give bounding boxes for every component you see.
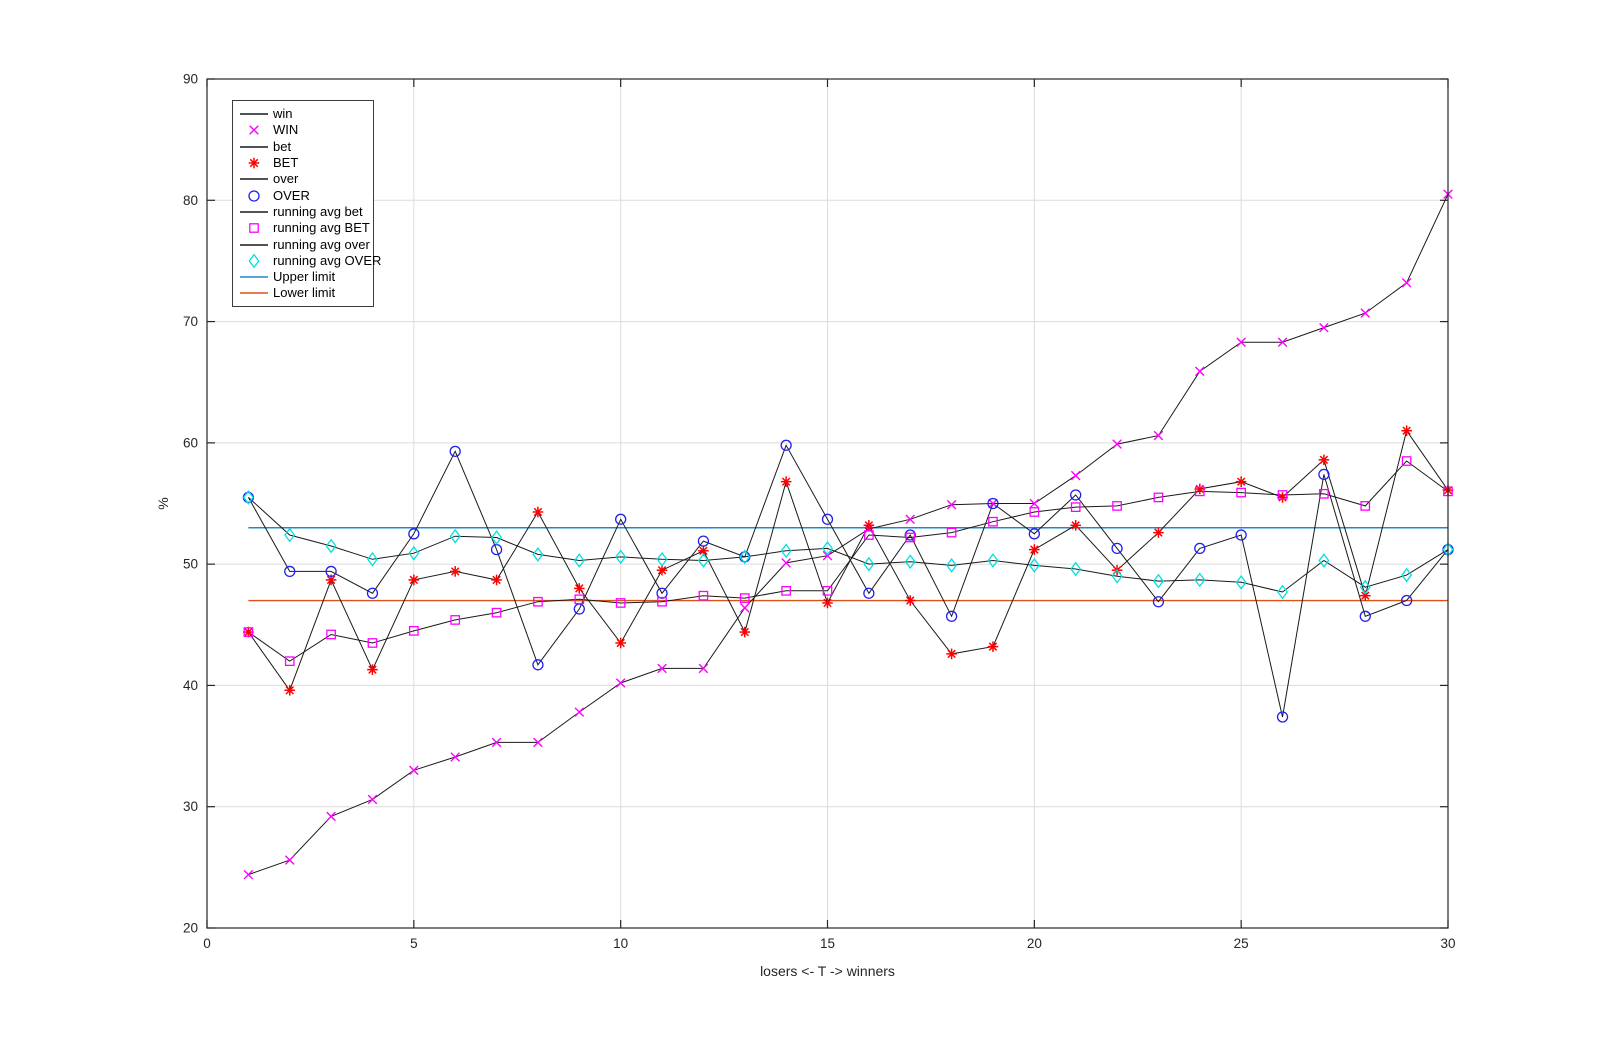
legend-label: Lower limit [273, 285, 336, 301]
x-tick-label: 30 [1440, 936, 1455, 951]
y-tick-label: 80 [183, 193, 198, 208]
legend-label: running avg bet [273, 203, 363, 219]
data-lines [247, 193, 1449, 876]
legend-label: over [273, 171, 299, 187]
legend-line-sample [240, 211, 268, 213]
legend-item-win: WIN [233, 122, 373, 138]
series-markers-running-avg-BET [243, 456, 1453, 667]
legend-item-running-avg-over: running avg OVER [233, 253, 381, 269]
x-tick-label: 5 [410, 936, 418, 951]
y-tick-label: 30 [183, 799, 198, 814]
y-axis-label: % [155, 497, 171, 509]
legend-label: running avg BET [273, 220, 370, 236]
grid [207, 79, 1448, 928]
series-line-win [248, 193, 1449, 876]
x-tick-label: 10 [613, 936, 628, 951]
legend-item-win: win [233, 106, 373, 122]
legend-label: OVER [273, 187, 310, 203]
legend-item-lower-limit: Lower limit [233, 285, 373, 301]
legend-label: bet [273, 138, 292, 154]
legend-item-bet: bet [233, 139, 373, 155]
series-line-bet [247, 429, 1449, 692]
x-tick-label: 15 [820, 936, 835, 951]
legend-marker-sample [248, 253, 260, 269]
x-tick-label: 0 [203, 936, 211, 951]
series-markers-BET [243, 425, 1454, 696]
legend-marker-sample [248, 157, 260, 169]
legend-line-sample [240, 178, 268, 181]
x-tick-label: 25 [1234, 936, 1249, 951]
legend-label: BET [273, 155, 299, 171]
legend-marker-sample [249, 223, 259, 234]
x-axis-label: losers <- T -> winners [760, 963, 895, 979]
data-markers [242, 189, 1454, 880]
legend-item-running-avg-bet: running avg bet [233, 204, 373, 220]
y-tick-label: 50 [183, 557, 198, 572]
legend-label: running avg OVER [273, 252, 382, 268]
limit-lines [248, 527, 1448, 602]
y-tick-label: 90 [183, 72, 198, 87]
legend-item-bet: BET [233, 155, 373, 171]
legend-item-running-avg-bet: running avg BET [233, 220, 373, 236]
x-tick-label: 20 [1027, 936, 1042, 951]
legend-label: Upper limit [273, 269, 336, 285]
legend-line-sample [240, 276, 268, 278]
y-tick-label: 20 [183, 921, 198, 936]
legend-item-running-avg-over: running avg over [233, 236, 373, 252]
y-tick-label: 60 [183, 435, 198, 450]
series-markers-WIN [243, 189, 1453, 880]
legend-marker-sample [248, 189, 260, 202]
legend-item-over: over [233, 171, 373, 187]
legend-line-sample [240, 146, 268, 148]
legend-label: WIN [273, 122, 299, 138]
legend-line-sample [240, 243, 268, 246]
y-tick-label: 70 [183, 314, 198, 329]
legend-label: win [273, 106, 293, 122]
legend-item-over: OVER [233, 187, 373, 203]
legend-item-upper-limit: Upper limit [233, 269, 373, 285]
axes-box [206, 78, 1449, 929]
series-markers-running-avg-OVER [242, 490, 1454, 600]
legend-label: running avg over [273, 236, 370, 252]
series-line-running-avg-bet [248, 460, 1449, 662]
series-line-running-avg-over [248, 497, 1449, 593]
y-tick-label: 40 [183, 678, 198, 693]
series-line-over [247, 444, 1449, 718]
legend-marker-sample [249, 125, 259, 136]
legend-line-sample [240, 113, 268, 115]
tick-labels: 0 5 10 15 20 25 30 20 30 40 50 60 70 80 90 [183, 72, 1456, 952]
legend-line-sample [240, 292, 268, 295]
series-markers-OVER [242, 439, 1454, 723]
legend-box: win WIN bet BET over OVER running avg bet runni… [232, 100, 381, 307]
